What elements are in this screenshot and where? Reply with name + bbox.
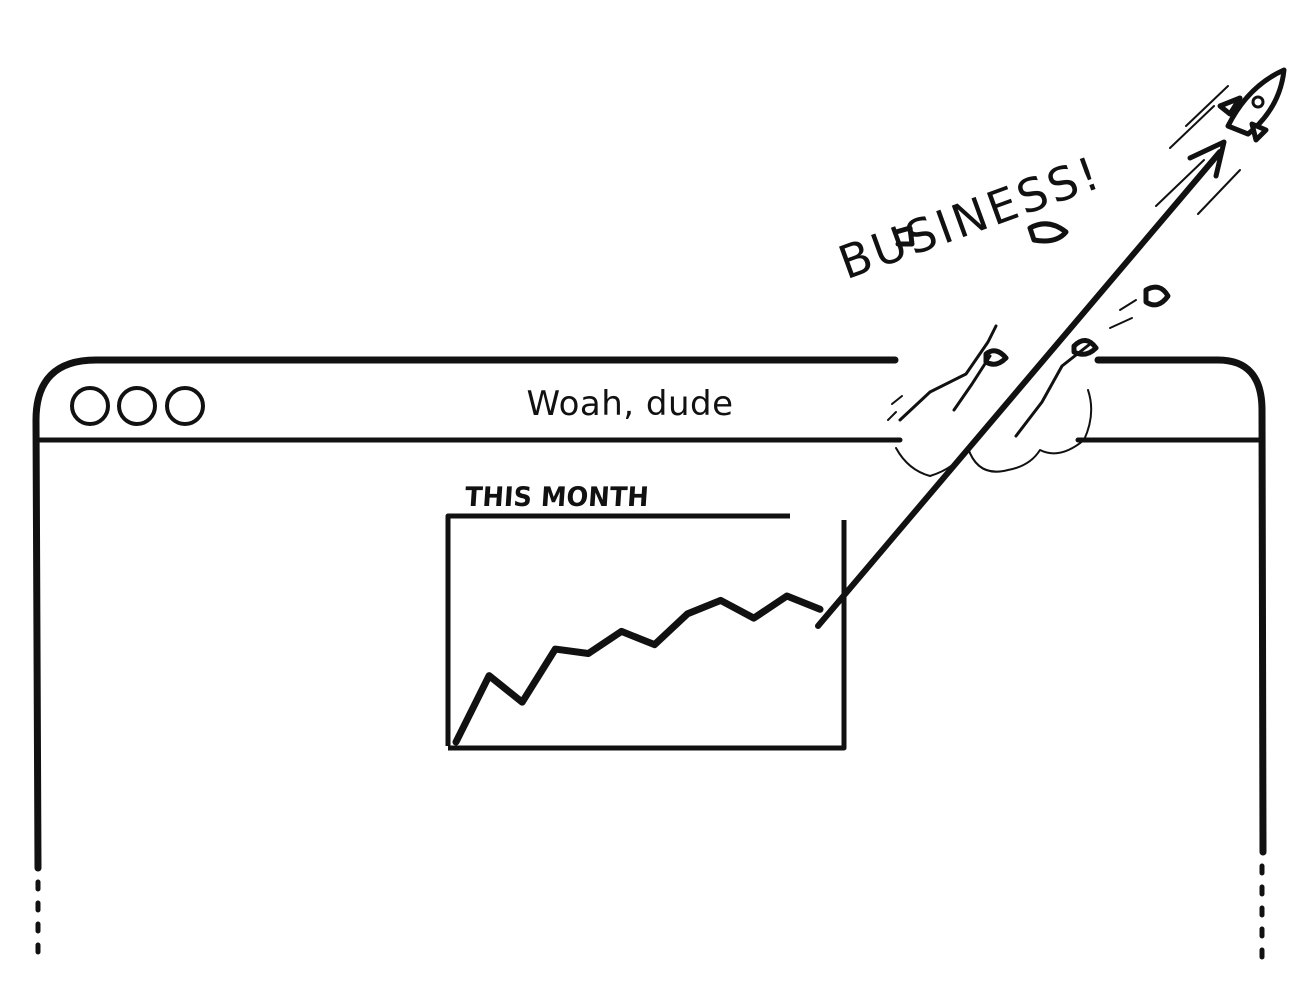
window-button-close[interactable]: [70, 386, 110, 426]
speed-lines: [1155, 85, 1241, 215]
rocket-icon: [1217, 67, 1287, 143]
chart-frame: [445, 513, 847, 751]
arrow-shaft: [815, 149, 1223, 629]
window-frame-left: [32, 356, 899, 872]
window-title: Woah, dude: [526, 384, 734, 424]
browser-window: [32, 356, 1267, 963]
chart-title: THIS MONTH: [463, 482, 650, 513]
debris-chunk: [1071, 338, 1099, 357]
window-frame-right: [1094, 356, 1267, 856]
debris-chunk: [983, 348, 1009, 367]
debris-chunk: [893, 225, 915, 247]
window-buttons[interactable]: [70, 386, 205, 426]
chart-box: [445, 513, 847, 751]
chart-series-line: [452, 592, 824, 746]
arrow-head-icon: [1187, 139, 1227, 179]
debris-chunk: [1143, 284, 1171, 308]
debris-chunk: [1027, 221, 1069, 244]
window-button-maximize[interactable]: [165, 386, 205, 426]
window-button-minimize[interactable]: [117, 386, 157, 426]
debris-icon: [887, 221, 1171, 477]
breakout-arrow: [815, 85, 1241, 629]
